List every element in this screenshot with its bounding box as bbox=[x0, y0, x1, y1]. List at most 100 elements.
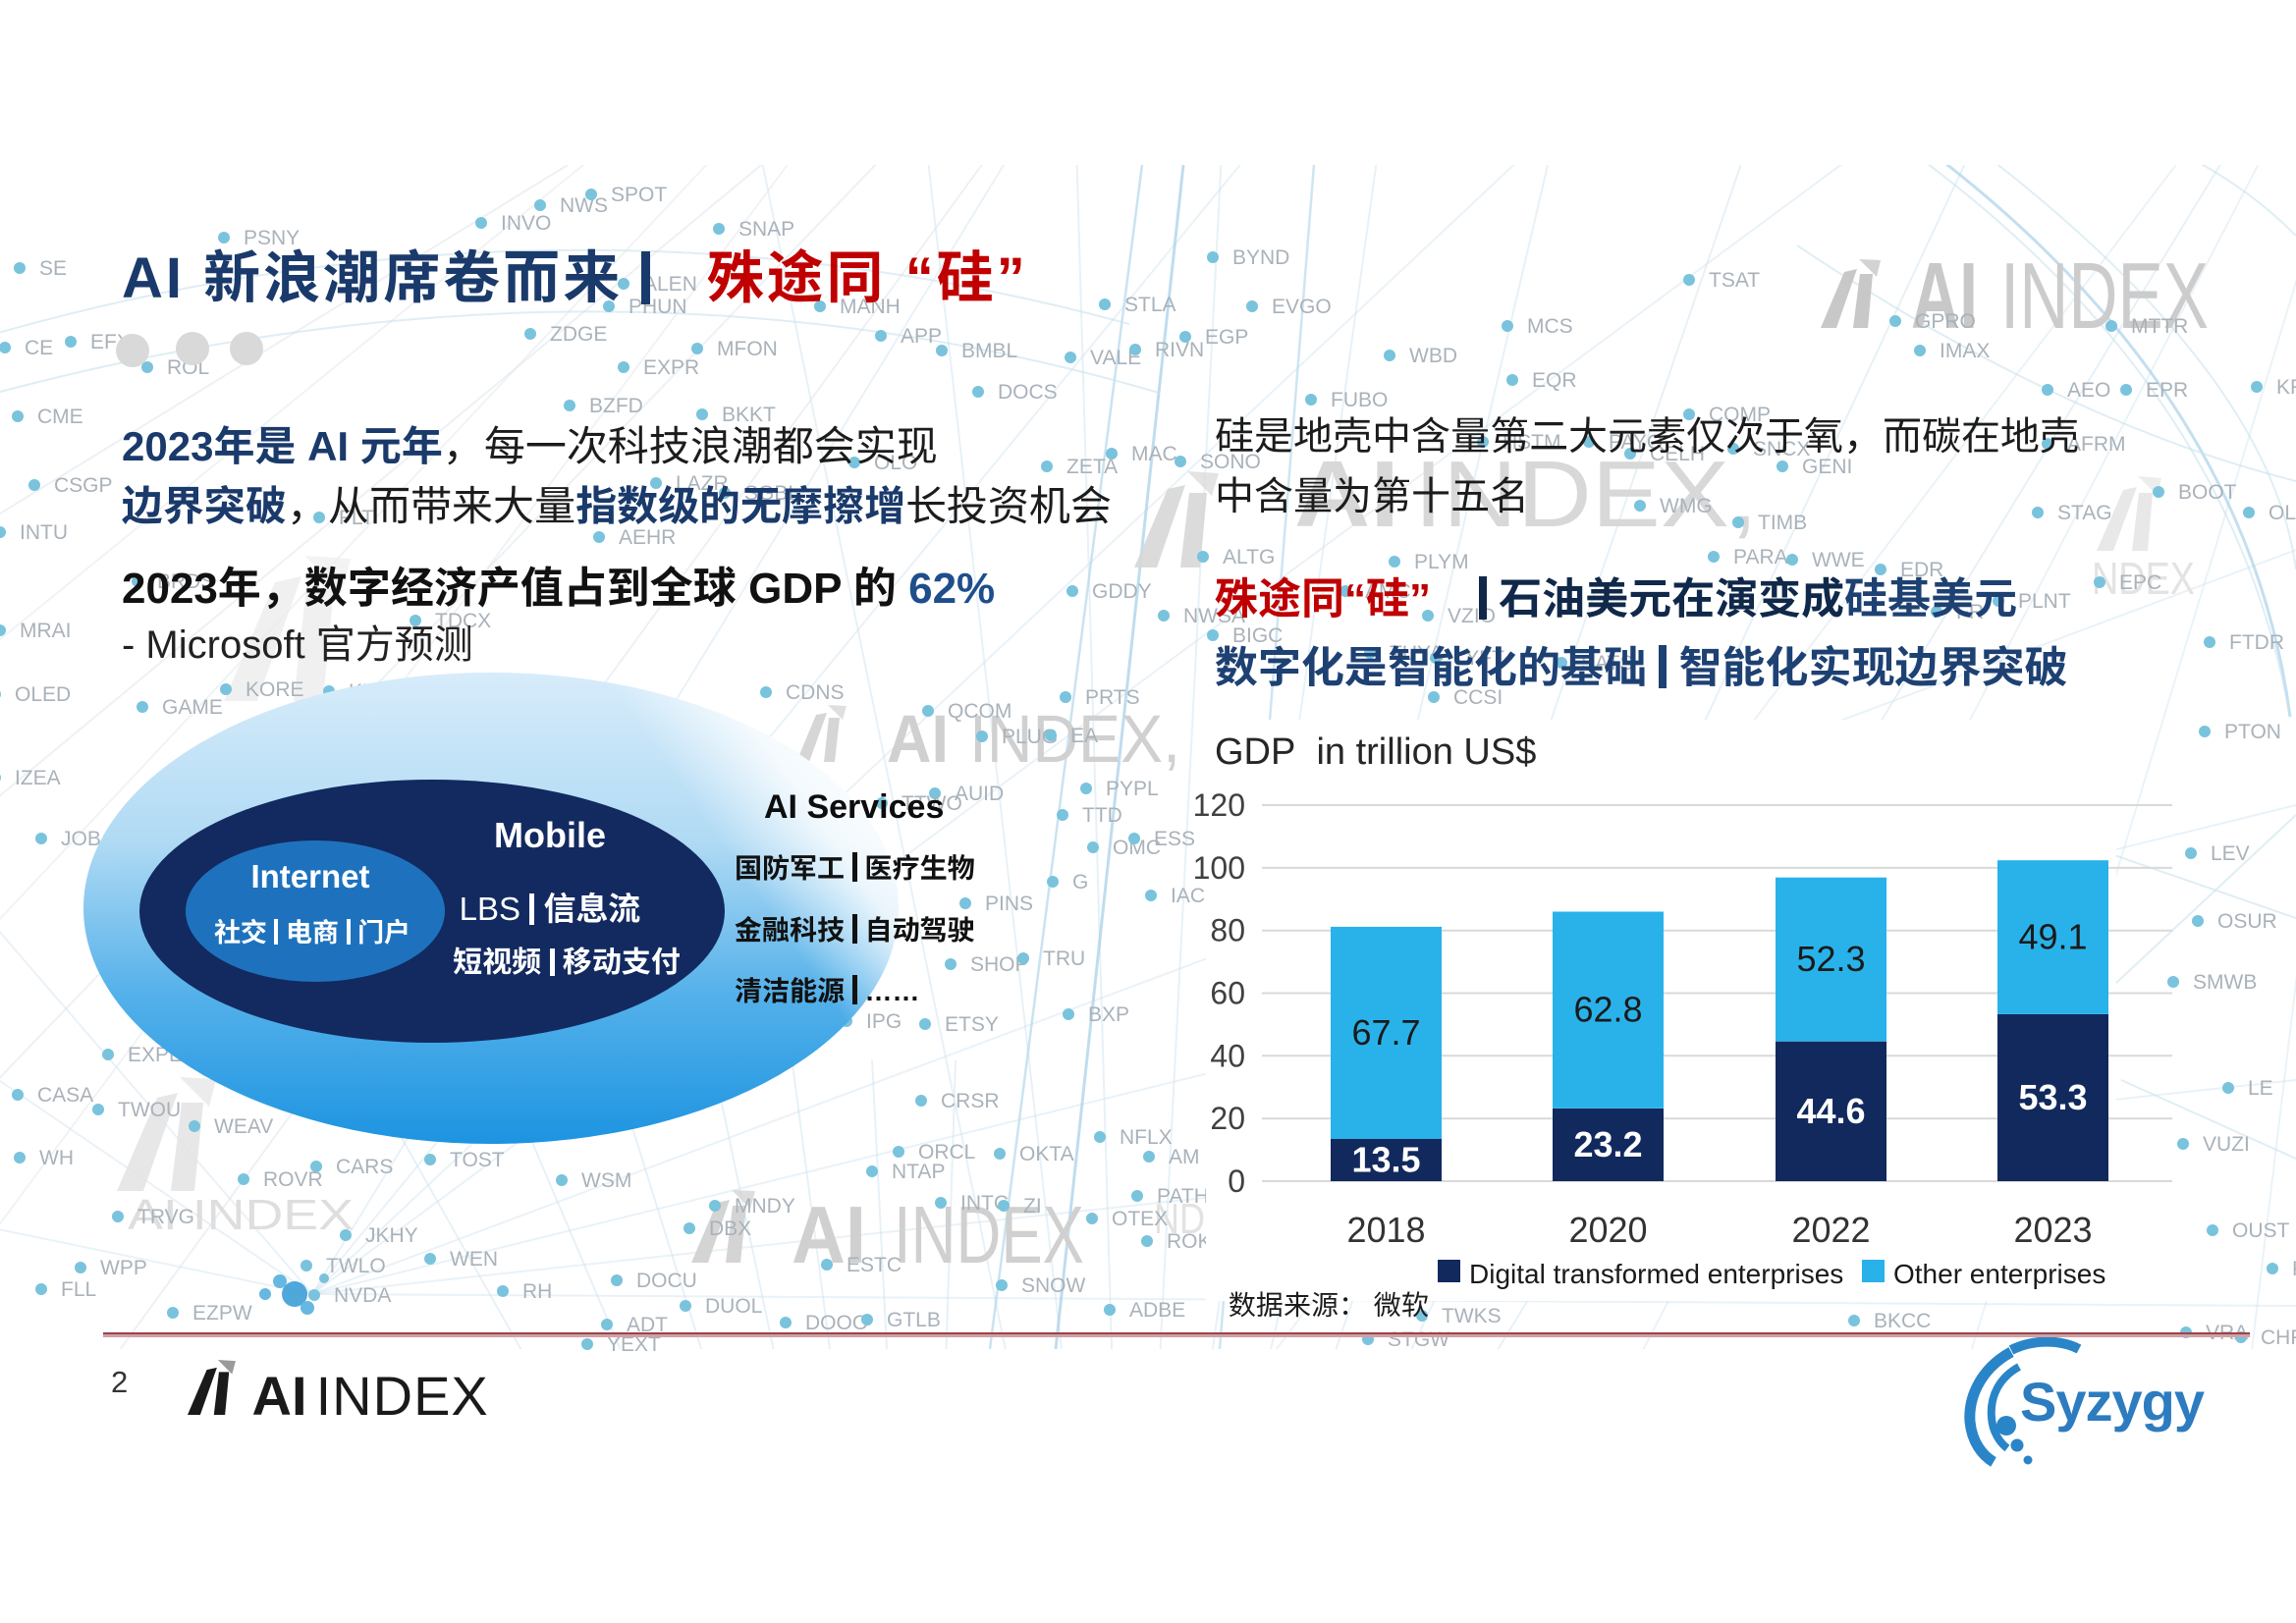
svg-text:SNAP: SNAP bbox=[738, 218, 794, 241]
svg-text:2022: 2022 bbox=[1791, 1210, 1870, 1250]
svg-text:GPRO: GPRO bbox=[1915, 310, 1976, 333]
svg-text:ESTC: ESTC bbox=[847, 1254, 902, 1276]
svg-text:49.1: 49.1 bbox=[2018, 917, 2087, 957]
svg-text:GENI: GENI bbox=[1802, 456, 1852, 478]
svg-text:67.7: 67.7 bbox=[1351, 1012, 1420, 1053]
svg-text:CHRW: CHRW bbox=[2261, 1326, 2296, 1349]
svg-text:BKCC: BKCC bbox=[1874, 1310, 1931, 1332]
svg-text:LAZR: LAZR bbox=[676, 472, 729, 495]
svg-text:OLPZ: OLPZ bbox=[2269, 502, 2296, 524]
svg-text:MFON: MFON bbox=[717, 338, 778, 360]
svg-text:ETSY: ETSY bbox=[945, 1013, 999, 1036]
svg-text:INDEX: INDEX bbox=[2000, 243, 2209, 349]
svg-text:PYPL: PYPL bbox=[1106, 778, 1159, 800]
svg-text:SATS: SATS bbox=[1581, 652, 1633, 675]
svg-text:BYND: BYND bbox=[1232, 246, 1289, 269]
svg-text:40: 40 bbox=[1210, 1038, 1245, 1073]
svg-text:0: 0 bbox=[1228, 1163, 1245, 1199]
svg-text:EZPW: EZPW bbox=[192, 1302, 252, 1325]
svg-text:NFLX: NFLX bbox=[1120, 1126, 1173, 1149]
svg-text:WMG: WMG bbox=[1660, 495, 1713, 517]
svg-text:IMAX: IMAX bbox=[1940, 340, 1990, 362]
svg-text:AEO: AEO bbox=[2067, 379, 2110, 402]
svg-text:BKKT: BKKT bbox=[722, 404, 776, 426]
svg-text:MCS: MCS bbox=[1527, 315, 1573, 338]
svg-text:LYFT: LYFT bbox=[1455, 647, 1504, 670]
svg-text:WEN: WEN bbox=[450, 1248, 498, 1271]
svg-text:AM: AM bbox=[1169, 1146, 1200, 1168]
svg-text:R: R bbox=[2292, 1258, 2296, 1280]
svg-text:INTU: INTU bbox=[20, 521, 68, 544]
svg-text:SNCX: SNCX bbox=[1753, 438, 1810, 460]
svg-text:CASA: CASA bbox=[37, 1084, 93, 1107]
svg-text:BIGC: BIGC bbox=[1232, 624, 1283, 647]
svg-text:EGP: EGP bbox=[1205, 326, 1248, 349]
svg-text:Digital transformed enterprise: Digital transformed enterprises bbox=[1469, 1259, 1843, 1289]
svg-text:FTDR: FTDR bbox=[2229, 631, 2284, 654]
svg-text:SNOW: SNOW bbox=[1021, 1274, 1086, 1297]
svg-text:RIVN: RIVN bbox=[1155, 339, 1204, 361]
svg-text:EPR: EPR bbox=[2146, 379, 2188, 402]
svg-text:OLED: OLED bbox=[15, 683, 71, 706]
svg-text:SHOP: SHOP bbox=[970, 953, 1029, 976]
svg-text:EPC: EPC bbox=[2119, 571, 2161, 594]
svg-text:MTTR: MTTR bbox=[2131, 315, 2188, 338]
svg-text:WSM: WSM bbox=[581, 1169, 631, 1192]
svg-text:TWOU: TWOU bbox=[118, 1099, 181, 1121]
svg-text:TRU: TRU bbox=[1043, 947, 1085, 970]
svg-text:CELH: CELH bbox=[1650, 443, 1705, 465]
svg-text:NWSA: NWSA bbox=[1183, 605, 1245, 627]
svg-text:OLO: OLO bbox=[874, 452, 917, 474]
svg-text:AUID: AUID bbox=[955, 783, 1004, 805]
svg-text:TDCX: TDCX bbox=[435, 610, 491, 632]
svg-text:PSNY: PSNY bbox=[244, 227, 300, 249]
svg-text:AEHR: AEHR bbox=[619, 526, 676, 549]
svg-text:OSUR: OSUR bbox=[2217, 910, 2277, 933]
svg-text:YEXT: YEXT bbox=[607, 1333, 661, 1356]
svg-text:AI INDEX: AI INDEX bbox=[128, 1191, 354, 1239]
svg-text:TRVG: TRVG bbox=[137, 1206, 194, 1228]
svg-text:JOB: JOB bbox=[61, 828, 101, 850]
svg-text:AI: AI bbox=[252, 1365, 307, 1427]
svg-text:WWE: WWE bbox=[1812, 549, 1865, 571]
svg-text:OUST: OUST bbox=[2232, 1219, 2290, 1242]
svg-text:PTON: PTON bbox=[2224, 721, 2281, 743]
svg-text:STLA: STLA bbox=[1124, 294, 1176, 316]
svg-text:SE: SE bbox=[39, 257, 67, 280]
svg-text:BXP: BXP bbox=[1088, 1003, 1129, 1026]
svg-text:WH: WH bbox=[39, 1147, 74, 1169]
svg-text:AMC: AMC bbox=[1365, 580, 1411, 603]
svg-text:DOCU: DOCU bbox=[636, 1270, 697, 1292]
svg-text:G: G bbox=[1072, 871, 1088, 893]
svg-text:ROVR: ROVR bbox=[263, 1168, 323, 1191]
svg-text:2023: 2023 bbox=[2013, 1210, 2092, 1250]
svg-text:OKTA: OKTA bbox=[1019, 1143, 1074, 1165]
svg-text:COMP: COMP bbox=[1709, 404, 1771, 426]
svg-text:TSAT: TSAT bbox=[1709, 269, 1760, 292]
svg-text:OTEX: OTEX bbox=[1112, 1208, 1168, 1230]
svg-text:SONO: SONO bbox=[1200, 451, 1261, 473]
svg-text:SGBL: SGBL bbox=[744, 482, 799, 505]
svg-text:13.5: 13.5 bbox=[1351, 1140, 1420, 1180]
svg-text:MANH: MANH bbox=[840, 296, 901, 318]
svg-text:NWS: NWS bbox=[560, 194, 608, 217]
svg-text:AFRM: AFRM bbox=[2067, 433, 2126, 456]
svg-text:EQR: EQR bbox=[1532, 369, 1577, 392]
svg-text:EVGO: EVGO bbox=[1272, 296, 1332, 318]
svg-text:DBX: DBX bbox=[709, 1217, 751, 1240]
svg-text:60: 60 bbox=[1210, 976, 1245, 1011]
svg-text:ZDGE: ZDGE bbox=[550, 323, 607, 346]
svg-text:100: 100 bbox=[1193, 850, 1245, 886]
svg-text:VALE: VALE bbox=[1090, 347, 1141, 369]
svg-text:CARS: CARS bbox=[336, 1156, 393, 1178]
svg-text:INTC: INTC bbox=[960, 1192, 1009, 1215]
svg-text:PLNT: PLNT bbox=[2018, 590, 2071, 613]
svg-text:ALTG: ALTG bbox=[1223, 546, 1275, 568]
svg-text:AI: AI bbox=[1294, 442, 1399, 547]
svg-text:CDNS: CDNS bbox=[786, 681, 845, 704]
svg-text:QCOM: QCOM bbox=[948, 700, 1011, 723]
svg-text:BMBL: BMBL bbox=[961, 340, 1017, 362]
svg-text:PARA: PARA bbox=[1733, 546, 1788, 568]
svg-text:CME: CME bbox=[37, 406, 83, 428]
svg-text:GAME: GAME bbox=[162, 696, 223, 719]
